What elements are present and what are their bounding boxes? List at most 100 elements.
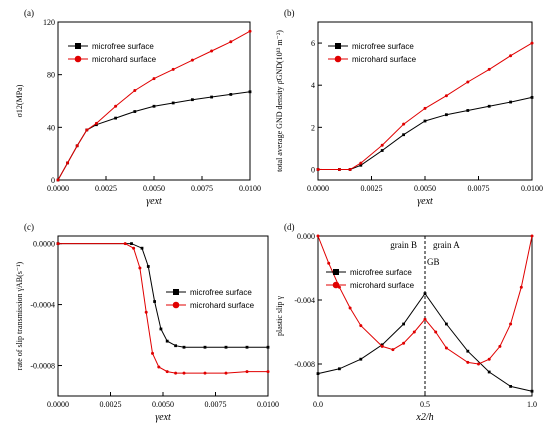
- legend: microfree surface microhard surface: [326, 268, 415, 290]
- y-tick-label: 4: [311, 81, 315, 90]
- y-tick-label: -0.004: [294, 296, 315, 305]
- data-point: [380, 143, 384, 147]
- data-point: [316, 372, 320, 375]
- x-tick-label: 0.0100: [521, 184, 543, 193]
- data-point: [487, 370, 491, 374]
- x-tick-label: 0.0025: [100, 400, 122, 409]
- data-point: [509, 54, 513, 58]
- data-point: [66, 161, 70, 165]
- panel-a: 0.0000 0.0025 0.0050 0.0075 0.0100 0 40 80 120 (a…: [15, 8, 261, 207]
- data-point: [248, 90, 252, 94]
- data-point: [466, 360, 470, 364]
- series-microhard: [316, 41, 534, 171]
- data-point: [487, 67, 491, 71]
- legend-label: microfree surface: [350, 268, 412, 277]
- series-microfree: [56, 90, 252, 182]
- data-point: [530, 234, 534, 238]
- data-point: [229, 40, 233, 44]
- y-tick-label: 120: [43, 18, 55, 27]
- data-point: [402, 122, 406, 126]
- data-point: [519, 285, 523, 289]
- data-point: [266, 345, 270, 349]
- data-point: [487, 357, 491, 361]
- data-point: [337, 167, 341, 171]
- legend-marker: [332, 281, 340, 289]
- y-tick-label: 80: [47, 71, 55, 80]
- data-point: [423, 317, 427, 321]
- legend-label: microfree surface: [352, 42, 414, 51]
- y-tick-label: -0.0004: [30, 301, 55, 310]
- data-point: [171, 101, 175, 105]
- data-point: [359, 163, 363, 167]
- x-tick-label: 0.0: [313, 400, 323, 409]
- x-tick-label: 0.0075: [191, 184, 213, 193]
- data-point: [138, 266, 142, 270]
- legend-marker: [173, 289, 179, 295]
- data-point: [402, 341, 406, 345]
- legend-label: microhard surface: [92, 55, 157, 64]
- data-point: [445, 322, 448, 326]
- data-point: [203, 371, 207, 375]
- data-point: [114, 116, 117, 120]
- data-point: [444, 346, 448, 350]
- panel-label: (c): [24, 222, 34, 232]
- data-point: [402, 322, 405, 326]
- data-point: [190, 58, 194, 62]
- data-point: [245, 345, 249, 349]
- x-tick-label: 1.0: [527, 400, 537, 409]
- annotation-gb: GB: [427, 257, 440, 267]
- legend: microfree surface microhard surface: [328, 42, 417, 64]
- y-tick-label: 2: [311, 123, 315, 132]
- panel-label: (b): [284, 8, 295, 18]
- x-axis-label: x2/h: [415, 412, 433, 423]
- data-point: [348, 306, 352, 310]
- series-line: [318, 42, 533, 170]
- data-point: [182, 345, 186, 349]
- data-point: [477, 362, 480, 366]
- data-point: [248, 29, 252, 33]
- data-point: [133, 110, 137, 113]
- data-point: [466, 109, 470, 112]
- panel-label: (d): [284, 222, 295, 232]
- legend-marker: [334, 55, 342, 63]
- y-axis-label: plastic slip γ: [275, 296, 284, 336]
- data-point: [224, 371, 228, 375]
- data-point: [153, 300, 156, 303]
- legend-marker: [333, 269, 339, 275]
- data-point: [316, 167, 320, 171]
- data-point: [210, 95, 213, 99]
- y-axis-label: total average GND density ρ̄GND(10¹³ m⁻²…: [275, 30, 284, 172]
- x-tick-label: 0.5: [420, 400, 430, 409]
- data-point: [380, 344, 384, 348]
- data-point: [174, 344, 177, 348]
- legend-label: microfree surface: [190, 288, 252, 297]
- panel-b: 0.0000 0.0025 0.0050 0.0075 0.0100 0 2 4 6 (b) γex…: [275, 8, 543, 207]
- plot-frame: [317, 21, 533, 181]
- x-axis-label: γext: [155, 412, 171, 423]
- series-microhard: [56, 242, 270, 375]
- data-point: [498, 344, 502, 348]
- data-point: [140, 246, 144, 250]
- data-point: [191, 98, 194, 102]
- panel-c: 0.0000 0.0025 0.0050 0.0075 0.0100 0.0000 -0.0…: [15, 222, 279, 423]
- x-tick-label: 0.0075: [468, 184, 490, 193]
- data-point: [434, 330, 438, 334]
- data-point: [56, 178, 60, 182]
- data-point: [159, 327, 163, 331]
- y-tick-label: 0: [311, 165, 315, 174]
- data-point: [132, 246, 136, 250]
- data-point: [316, 234, 320, 238]
- panel-d: 0.0 0.5 1.0 0.000 -0.004 -0.008 (d) x2/h plastic…: [275, 222, 537, 423]
- data-point: [423, 106, 427, 110]
- x-tick-label: 0.0000: [47, 184, 69, 193]
- data-point: [509, 385, 512, 388]
- data-point: [391, 348, 395, 352]
- y-tick-label: 6: [311, 39, 315, 48]
- data-point: [94, 121, 98, 125]
- data-point: [182, 371, 186, 375]
- y-tick-label: 0.000: [297, 232, 315, 241]
- data-point: [144, 310, 148, 314]
- series-microfree: [316, 292, 534, 393]
- data-point: [530, 389, 534, 393]
